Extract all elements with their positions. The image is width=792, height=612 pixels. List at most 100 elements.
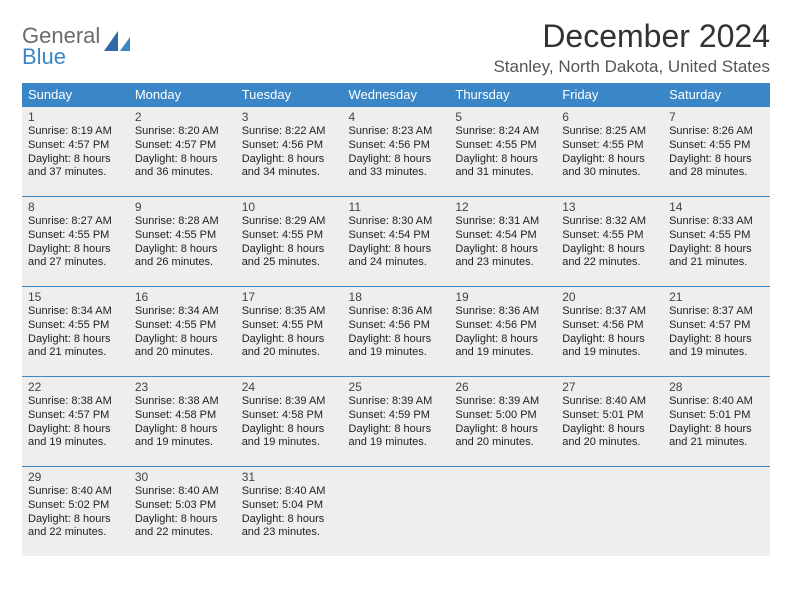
daylight-line: Daylight: 8 hours [562,153,657,167]
day-cell: 9Sunrise: 8:28 AMSunset: 4:55 PMDaylight… [129,196,236,286]
daylight-line: and 19 minutes. [455,346,550,360]
day-content: 13Sunrise: 8:32 AMSunset: 4:55 PMDayligh… [556,196,663,286]
day-number: 4 [349,110,444,124]
day-content: 2Sunrise: 8:20 AMSunset: 4:57 PMDaylight… [129,106,236,196]
day-cell [663,466,770,556]
day-number: 17 [242,290,337,304]
day-number: 11 [349,200,444,214]
day-content: 10Sunrise: 8:29 AMSunset: 4:55 PMDayligh… [236,196,343,286]
sunset-line: Sunset: 4:57 PM [28,409,123,423]
day-number: 13 [562,200,657,214]
sunset-line: Sunset: 5:02 PM [28,499,123,513]
day-cell: 11Sunrise: 8:30 AMSunset: 4:54 PMDayligh… [343,196,450,286]
day-cell [449,466,556,556]
day-content: 21Sunrise: 8:37 AMSunset: 4:57 PMDayligh… [663,286,770,376]
dow-wednesday: Wednesday [343,83,450,106]
daylight-line: and 19 minutes. [135,436,230,450]
sunset-line: Sunset: 4:56 PM [349,319,444,333]
sunrise-line: Sunrise: 8:20 AM [135,125,230,139]
sunrise-line: Sunrise: 8:22 AM [242,125,337,139]
sunset-line: Sunset: 4:55 PM [242,319,337,333]
day-cell [556,466,663,556]
daylight-line: Daylight: 8 hours [669,243,764,257]
sunset-line: Sunset: 4:58 PM [135,409,230,423]
daylight-line: Daylight: 8 hours [135,153,230,167]
day-cell: 27Sunrise: 8:40 AMSunset: 5:01 PMDayligh… [556,376,663,466]
day-number: 12 [455,200,550,214]
sunset-line: Sunset: 4:55 PM [28,229,123,243]
sunrise-line: Sunrise: 8:24 AM [455,125,550,139]
daylight-line: Daylight: 8 hours [562,243,657,257]
daylight-line: and 25 minutes. [242,256,337,270]
daylight-line: Daylight: 8 hours [135,243,230,257]
day-content: 8Sunrise: 8:27 AMSunset: 4:55 PMDaylight… [22,196,129,286]
location-label: Stanley, North Dakota, United States [493,57,770,77]
day-number: 10 [242,200,337,214]
day-content: 12Sunrise: 8:31 AMSunset: 4:54 PMDayligh… [449,196,556,286]
daylight-line: Daylight: 8 hours [562,423,657,437]
day-number: 18 [349,290,444,304]
dow-friday: Friday [556,83,663,106]
day-content: 16Sunrise: 8:34 AMSunset: 4:55 PMDayligh… [129,286,236,376]
sunrise-line: Sunrise: 8:29 AM [242,215,337,229]
week-row: 29Sunrise: 8:40 AMSunset: 5:02 PMDayligh… [22,466,770,556]
sunrise-line: Sunrise: 8:33 AM [669,215,764,229]
sunrise-line: Sunrise: 8:32 AM [562,215,657,229]
day-number: 2 [135,110,230,124]
brand-logo: General Blue [22,18,132,68]
day-content: 28Sunrise: 8:40 AMSunset: 5:01 PMDayligh… [663,376,770,466]
day-content: 1Sunrise: 8:19 AMSunset: 4:57 PMDaylight… [22,106,129,196]
daylight-line: Daylight: 8 hours [349,333,444,347]
daylight-line: and 19 minutes. [562,346,657,360]
sunrise-line: Sunrise: 8:27 AM [28,215,123,229]
day-content: 26Sunrise: 8:39 AMSunset: 5:00 PMDayligh… [449,376,556,466]
day-content: 3Sunrise: 8:22 AMSunset: 4:56 PMDaylight… [236,106,343,196]
daylight-line: Daylight: 8 hours [28,513,123,527]
daylight-line: Daylight: 8 hours [242,423,337,437]
day-cell: 31Sunrise: 8:40 AMSunset: 5:04 PMDayligh… [236,466,343,556]
sunrise-line: Sunrise: 8:40 AM [242,485,337,499]
daylight-line: and 21 minutes. [669,256,764,270]
day-content: 19Sunrise: 8:36 AMSunset: 4:56 PMDayligh… [449,286,556,376]
day-number: 20 [562,290,657,304]
day-number: 29 [28,470,123,484]
daylight-line: Daylight: 8 hours [669,333,764,347]
day-cell: 8Sunrise: 8:27 AMSunset: 4:55 PMDaylight… [22,196,129,286]
day-content: 31Sunrise: 8:40 AMSunset: 5:04 PMDayligh… [236,466,343,556]
daylight-line: Daylight: 8 hours [669,423,764,437]
day-content: 18Sunrise: 8:36 AMSunset: 4:56 PMDayligh… [343,286,450,376]
daylight-line: Daylight: 8 hours [242,513,337,527]
day-cell: 17Sunrise: 8:35 AMSunset: 4:55 PMDayligh… [236,286,343,376]
day-content: 11Sunrise: 8:30 AMSunset: 4:54 PMDayligh… [343,196,450,286]
daylight-line: Daylight: 8 hours [28,423,123,437]
day-cell: 24Sunrise: 8:39 AMSunset: 4:58 PMDayligh… [236,376,343,466]
day-number: 22 [28,380,123,394]
sunset-line: Sunset: 4:55 PM [562,229,657,243]
daylight-line: Daylight: 8 hours [242,153,337,167]
daylight-line: and 30 minutes. [562,166,657,180]
empty-cell [449,466,556,556]
daylight-line: and 20 minutes. [242,346,337,360]
sunrise-line: Sunrise: 8:40 AM [669,395,764,409]
sunrise-line: Sunrise: 8:39 AM [455,395,550,409]
week-row: 22Sunrise: 8:38 AMSunset: 4:57 PMDayligh… [22,376,770,466]
day-number: 8 [28,200,123,214]
daylight-line: Daylight: 8 hours [455,333,550,347]
sunset-line: Sunset: 4:56 PM [455,319,550,333]
day-content: 25Sunrise: 8:39 AMSunset: 4:59 PMDayligh… [343,376,450,466]
day-number: 3 [242,110,337,124]
brand-sail-icon [102,29,132,53]
sunrise-line: Sunrise: 8:37 AM [669,305,764,319]
sunrise-line: Sunrise: 8:30 AM [349,215,444,229]
day-content: 30Sunrise: 8:40 AMSunset: 5:03 PMDayligh… [129,466,236,556]
sunset-line: Sunset: 4:56 PM [349,139,444,153]
day-content: 15Sunrise: 8:34 AMSunset: 4:55 PMDayligh… [22,286,129,376]
daylight-line: Daylight: 8 hours [135,423,230,437]
day-content: 14Sunrise: 8:33 AMSunset: 4:55 PMDayligh… [663,196,770,286]
dow-tuesday: Tuesday [236,83,343,106]
sunrise-line: Sunrise: 8:19 AM [28,125,123,139]
daylight-line: and 31 minutes. [455,166,550,180]
day-number: 24 [242,380,337,394]
sunset-line: Sunset: 5:01 PM [669,409,764,423]
empty-cell [663,466,770,556]
